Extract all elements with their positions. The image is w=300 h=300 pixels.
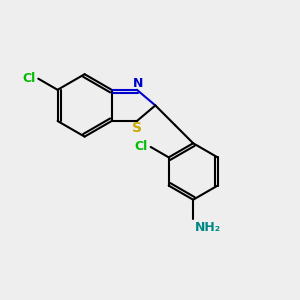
- Text: NH₂: NH₂: [195, 220, 221, 233]
- Text: Cl: Cl: [134, 140, 148, 154]
- Text: N: N: [133, 77, 143, 90]
- Text: S: S: [132, 122, 142, 136]
- Text: Cl: Cl: [23, 72, 36, 85]
